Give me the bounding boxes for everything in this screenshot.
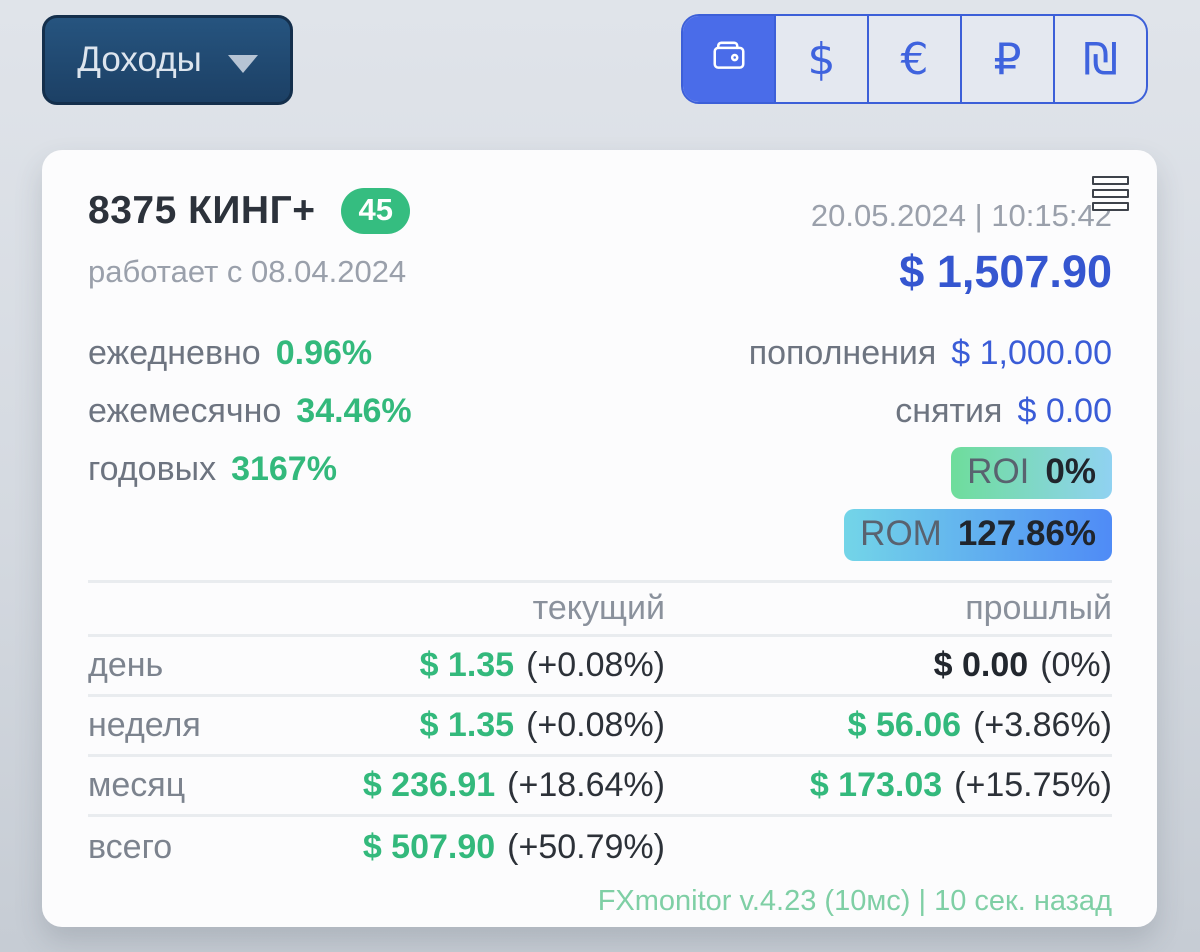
stat-withdrawals-value: $ 0.00 bbox=[1017, 391, 1112, 430]
row-label: всего bbox=[88, 827, 173, 866]
previous-amount: $ 173.03 bbox=[809, 766, 943, 804]
rom-label: ROM bbox=[860, 514, 942, 553]
stat-daily-label: ежедневно bbox=[88, 333, 261, 372]
previous-amount: $ 0.00 bbox=[933, 646, 1029, 684]
stat-withdrawals-label: снятия bbox=[895, 391, 1003, 430]
current-percent: (+50.79%) bbox=[507, 827, 665, 866]
stat-daily-value: 0.96% bbox=[275, 333, 373, 372]
table-row-week: неделя $ 1.35 (+0.08%) $ 56.06 (+3.86%) bbox=[88, 697, 1112, 757]
rom-badge: ROM 127.86% bbox=[844, 509, 1112, 561]
current-percent: (+0.08%) bbox=[526, 646, 665, 684]
stat-monthly: ежемесячно 34.46% bbox=[88, 382, 412, 440]
table-header-row: текущий прошлый bbox=[88, 580, 1112, 637]
currency-option-eur[interactable]: € bbox=[867, 16, 960, 102]
working-since-label: работает с 08.04.2024 bbox=[88, 254, 407, 289]
previous-amount: $ 56.06 bbox=[847, 706, 962, 744]
row-label: неделя bbox=[88, 706, 201, 744]
column-header-current: текущий bbox=[532, 589, 665, 627]
stat-deposits-label: пополнения bbox=[748, 333, 937, 372]
current-amount: $ 1.35 bbox=[419, 706, 515, 744]
stat-monthly-value: 34.46% bbox=[296, 391, 412, 430]
performance-table: текущий прошлый день $ 1.35 (+0.08%) $ 0.… bbox=[88, 580, 1112, 877]
currency-option-ils[interactable]: ₪ bbox=[1053, 16, 1146, 102]
table-row-day: день $ 1.35 (+0.08%) $ 0.00 (0%) bbox=[88, 637, 1112, 697]
stat-monthly-label: ежемесячно bbox=[88, 391, 282, 430]
column-header-previous: прошлый bbox=[965, 589, 1112, 627]
stat-withdrawals: снятия $ 0.00 bbox=[749, 382, 1112, 440]
balance-value: $ 1,507.90 bbox=[899, 246, 1112, 297]
roi-badge: ROI 0% bbox=[951, 447, 1112, 499]
wallet-icon bbox=[710, 34, 748, 85]
currency-option-rub[interactable]: ₽ bbox=[960, 16, 1053, 102]
current-amount: $ 236.91 bbox=[362, 766, 496, 804]
roi-badge-row: ROI 0% bbox=[749, 440, 1112, 499]
rom-value: 127.86% bbox=[957, 514, 1096, 553]
current-percent: (+18.64%) bbox=[507, 766, 665, 804]
current-amount: $ 507.90 bbox=[362, 827, 496, 866]
current-amount: $ 1.35 bbox=[419, 646, 515, 684]
income-dropdown-button[interactable]: Доходы bbox=[42, 15, 293, 105]
stat-annual-value: 3167% bbox=[231, 449, 337, 488]
currency-option-usd[interactable]: $ bbox=[774, 16, 867, 102]
account-card: 8375 КИНГ+ 45 20.05.2024 | 10:15:42 рабо… bbox=[42, 150, 1157, 927]
app-version-status: FXmonitor v.4.23 (10мс) | 10 сек. назад bbox=[597, 885, 1112, 917]
dollar-symbol: $ bbox=[807, 33, 836, 85]
stats-section: ежедневно 0.96% ежемесячно 34.46% годовы… bbox=[88, 324, 1112, 561]
previous-percent: (+15.75%) bbox=[954, 766, 1112, 804]
previous-percent: (+3.86%) bbox=[973, 706, 1112, 744]
card-header-row: 8375 КИНГ+ 45 20.05.2024 | 10:15:42 bbox=[88, 188, 1112, 234]
card-subheader-row: работает с 08.04.2024 $ 1,507.90 bbox=[88, 246, 1112, 298]
previous-percent: (0%) bbox=[1040, 646, 1112, 684]
stat-deposits-value: $ 1,000.00 bbox=[951, 333, 1112, 372]
euro-symbol: € bbox=[900, 33, 929, 85]
shekel-symbol: ₪ bbox=[1083, 33, 1118, 85]
table-row-month: месяц $ 236.91 (+18.64%) $ 173.03 (+15.75%… bbox=[88, 757, 1112, 817]
rom-badge-row: ROM 127.86% bbox=[749, 498, 1112, 561]
ruble-symbol: ₽ bbox=[993, 33, 1022, 85]
row-label: день bbox=[88, 646, 164, 684]
currency-toggle-group: $ € ₽ ₪ bbox=[681, 14, 1148, 104]
stat-deposits: пополнения $ 1,000.00 bbox=[749, 324, 1112, 382]
currency-option-wallet[interactable] bbox=[683, 16, 774, 102]
menu-icon[interactable] bbox=[1092, 176, 1129, 211]
current-percent: (+0.08%) bbox=[526, 706, 665, 744]
table-row-total: всего $ 507.90 (+50.79%) bbox=[88, 817, 1112, 877]
stat-annual: годовых 3167% bbox=[88, 440, 412, 498]
row-label: месяц bbox=[88, 766, 186, 804]
account-title: 8375 КИНГ+ bbox=[88, 189, 316, 232]
income-dropdown-label: Доходы bbox=[77, 40, 202, 79]
chevron-down-icon bbox=[227, 55, 258, 73]
stat-daily: ежедневно 0.96% bbox=[88, 324, 412, 382]
datetime-label: 20.05.2024 | 10:15:42 bbox=[810, 198, 1112, 233]
roi-value: 0% bbox=[1045, 452, 1096, 491]
roi-label: ROI bbox=[967, 452, 1030, 491]
stat-annual-label: годовых bbox=[88, 449, 217, 488]
count-badge: 45 bbox=[341, 188, 410, 234]
